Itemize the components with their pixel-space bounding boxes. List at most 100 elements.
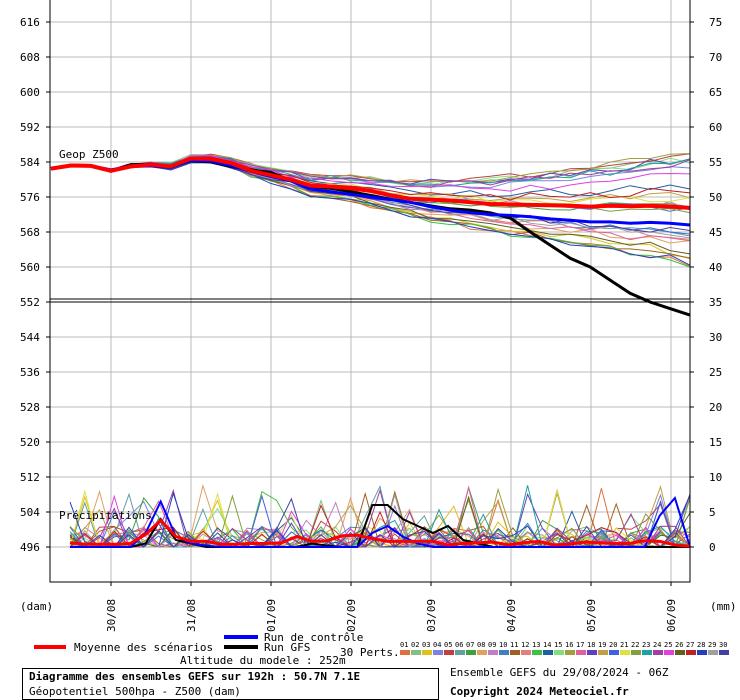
legend-pert-number: 10	[499, 641, 507, 649]
legend-pert-number: 13	[532, 641, 540, 649]
x-tick-label: 02/09	[345, 599, 358, 632]
right-tick-label: 55	[709, 156, 722, 169]
left-tick-label: 552	[20, 296, 40, 309]
right-axis-unit: (mm)	[710, 600, 737, 613]
left-tick-label: 584	[20, 156, 40, 169]
left-tick-label: 496	[20, 541, 40, 554]
legend-pert-number: 11	[510, 641, 518, 649]
right-tick-label: 40	[709, 261, 722, 274]
lower-panel-label: Précipitations	[59, 509, 152, 522]
x-tick-label: 30/08	[105, 599, 118, 632]
right-tick-label: 20	[709, 401, 722, 414]
left-tick-label: 504	[20, 506, 40, 519]
legend-pert-swatch	[653, 650, 663, 655]
precip-moyenne-des-sc-narios-line	[69, 518, 691, 548]
legend-pert-number: 01	[400, 641, 408, 649]
legend-pert-number: 16	[565, 641, 573, 649]
precip-run-de-contr-le-line	[70, 495, 691, 548]
right-tick-label: 65	[709, 86, 722, 99]
legend-pert-swatch	[510, 650, 520, 655]
legend-pert-swatch	[642, 650, 652, 655]
legend-pert-number: 23	[642, 641, 650, 649]
legend-gfs-label: Run GFS	[264, 641, 310, 654]
legend-pert-number: 18	[587, 641, 595, 649]
legend-pert-swatch	[620, 650, 630, 655]
right-tick-label: 75	[709, 16, 722, 29]
model-altitude: Altitude du modele : 252m	[180, 654, 346, 667]
legend-pert-swatch	[444, 650, 454, 655]
z500-moyenne-des-sc-narios-line	[50, 156, 691, 210]
legend-pert-swatch	[400, 650, 410, 655]
legend-pert-number: 06	[455, 641, 463, 649]
left-tick-label: 560	[20, 261, 40, 274]
legend-pert-number: 15	[554, 641, 562, 649]
legend-pert-number: 07	[466, 641, 474, 649]
right-tick-label: 50	[709, 191, 722, 204]
footer-title: Diagramme des ensembles GEFS sur 192h : …	[29, 670, 361, 683]
left-axis-unit: (dam)	[20, 600, 53, 613]
legend-pert-swatch	[499, 650, 509, 655]
footer-subtitle: Géopotentiel 500hpa - Z500 (dam)	[29, 685, 241, 698]
legend-pert-number: 30	[719, 641, 727, 649]
legend-pert-swatch	[532, 650, 542, 655]
legend-pert-swatch	[708, 650, 718, 655]
right-tick-label: 15	[709, 436, 722, 449]
x-tick-label: 01/09	[265, 599, 278, 632]
legend-pert-number: 24	[653, 641, 661, 649]
x-tick-label: 03/09	[425, 599, 438, 632]
right-tick-label: 25	[709, 366, 722, 379]
right-tick-label: 30	[709, 331, 722, 344]
legend-pert-number: 02	[411, 641, 419, 649]
legend-pert-number: 29	[708, 641, 716, 649]
left-tick-label: 544	[20, 331, 40, 344]
legend-pert-swatch	[675, 650, 685, 655]
left-tick-label: 520	[20, 436, 40, 449]
legend-pert-number: 09	[488, 641, 496, 649]
legend-pert-swatch	[477, 650, 487, 655]
plot-frame	[49, 0, 691, 583]
precip-perturbation-line	[70, 493, 691, 548]
legend-pert-number: 21	[620, 641, 628, 649]
legend-pert-number: 12	[521, 641, 529, 649]
legend-pert-swatch	[433, 650, 443, 655]
legend-pert-swatch	[565, 650, 575, 655]
left-tick-label: 536	[20, 366, 40, 379]
legend-pert-swatch	[697, 650, 707, 655]
legend-pert-swatch	[466, 650, 476, 655]
legend-pert-swatch	[609, 650, 619, 655]
right-tick-label: 35	[709, 296, 722, 309]
x-tick-label: 06/09	[665, 599, 678, 632]
right-tick-label: 60	[709, 121, 722, 134]
legend-pert-swatch	[422, 650, 432, 655]
upper-panel-label: Geop Z500	[59, 148, 119, 161]
legend-pert-swatch	[719, 650, 729, 655]
legend-pert-swatch	[521, 650, 531, 655]
right-tick-label: 0	[709, 541, 716, 554]
left-tick-label: 528	[20, 401, 40, 414]
left-tick-label: 568	[20, 226, 40, 239]
legend-pert-swatch	[543, 650, 553, 655]
footer-copyright: Copyright 2024 Meteociel.fr	[450, 685, 629, 698]
left-tick-label: 592	[20, 121, 40, 134]
legend-pert-number: 20	[609, 641, 617, 649]
legend-perts-label: 30 Perts.	[340, 646, 400, 659]
legend-control-label: Run de contrôle	[264, 631, 363, 644]
left-tick-label: 608	[20, 51, 40, 64]
legend-pert-number: 28	[697, 641, 705, 649]
right-tick-label: 45	[709, 226, 722, 239]
footer-run: Ensemble GEFS du 29/08/2024 - 06Z	[450, 666, 669, 679]
legend-pert-swatch	[411, 650, 421, 655]
legend-pert-swatch	[554, 650, 564, 655]
x-tick-label: 31/08	[185, 599, 198, 632]
legend-pert-swatch	[576, 650, 586, 655]
precip-perturbation-line	[69, 504, 691, 548]
left-tick-label: 616	[20, 16, 40, 29]
right-tick-label: 5	[709, 506, 716, 519]
legend-pert-swatch	[488, 650, 498, 655]
legend-pert-number: 27	[686, 641, 694, 649]
x-tick-label: 04/09	[505, 599, 518, 632]
right-tick-label: 70	[709, 51, 722, 64]
left-tick-label: 576	[20, 191, 40, 204]
